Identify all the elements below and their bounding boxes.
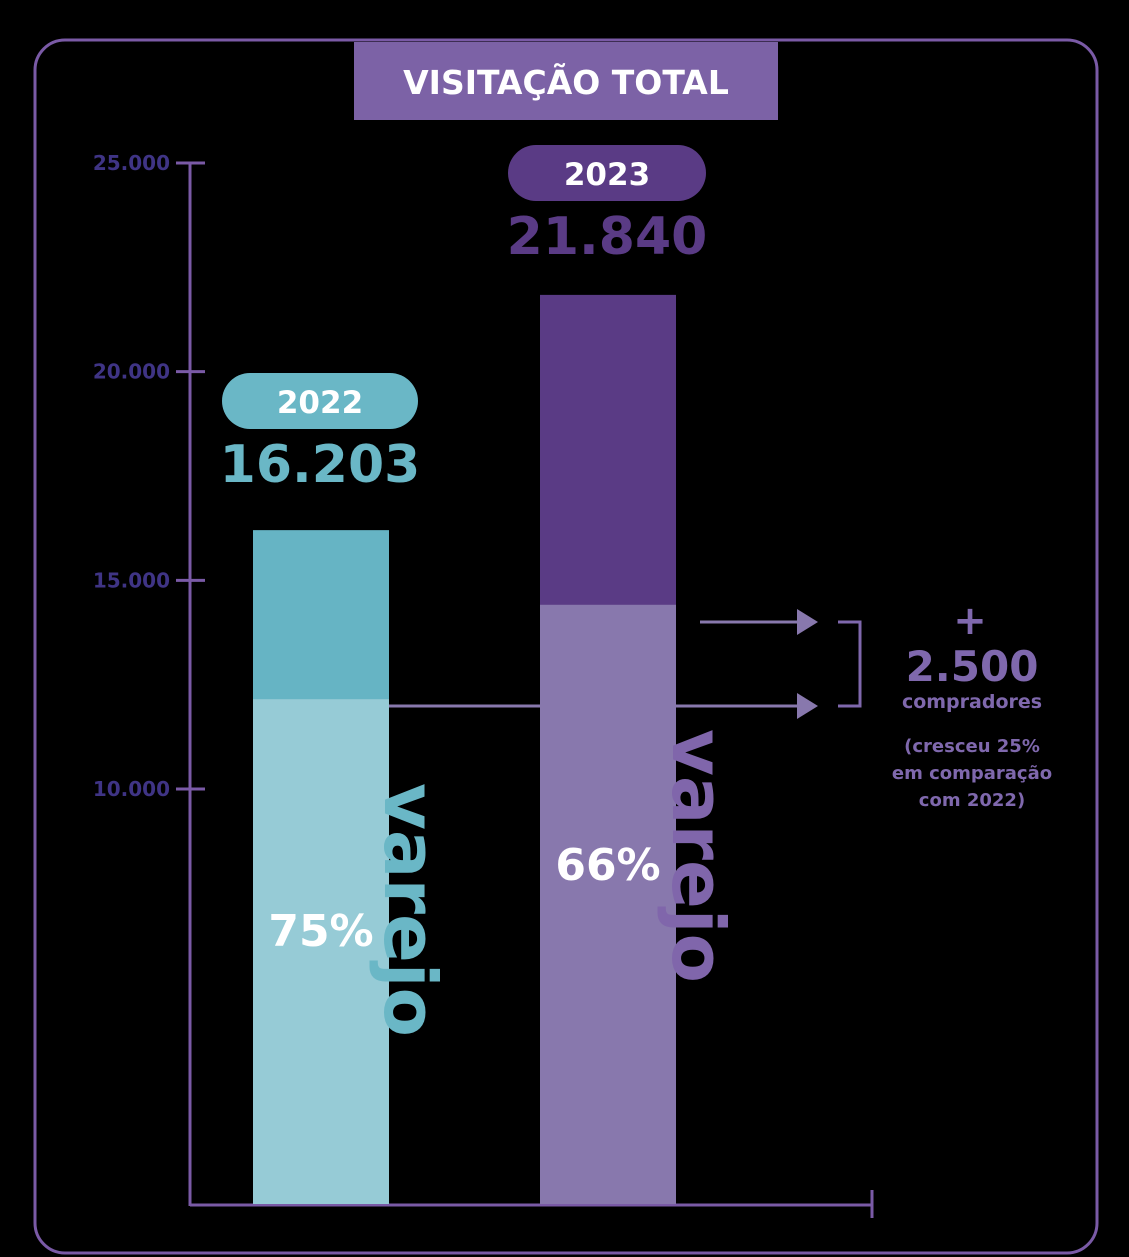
chart-frame (33, 38, 1099, 1255)
y-tick-label: 25.000 (93, 151, 170, 175)
category-label-2023: 2023 (564, 157, 650, 193)
title-box (354, 42, 778, 120)
category-label-2022: 2022 (277, 385, 363, 421)
annotation-plus: + (953, 598, 987, 644)
arrow-head-lower (797, 693, 818, 719)
pill-2022 (222, 373, 418, 429)
arrow-head-upper (797, 609, 818, 635)
segment-label-2023: varejo (656, 729, 740, 983)
y-tick-label: 10.000 (93, 777, 170, 801)
segment-label-2022: varejo (368, 783, 452, 1037)
difference-bracket (838, 620, 862, 708)
bar-retail-2022 (253, 699, 389, 1204)
y-ticks: 10.000 15.000 20.000 25.000 (93, 151, 205, 801)
y-tick-label: 20.000 (93, 360, 170, 384)
retail-share-2023: 66% (555, 840, 660, 891)
pill-2023 (508, 145, 706, 201)
annotation-note-3: com 2022) (919, 790, 1025, 811)
value-label-2022: 16.203 (220, 435, 421, 495)
value-label-2023: 21.840 (507, 207, 708, 267)
bar-retail-2023 (540, 604, 676, 1204)
annotation-note-1: (cresceu 25% (904, 736, 1040, 757)
retail-share-2022: 75% (268, 906, 373, 957)
bars (253, 294, 676, 1204)
annotation-note-2: em comparação (892, 763, 1052, 784)
annotation-unit: compradores (902, 691, 1042, 713)
y-tick-label: 15.000 (93, 568, 170, 592)
annotation-value: 2.500 (906, 642, 1039, 691)
chart-title: VISITAÇÃO TOTAL (403, 62, 729, 102)
